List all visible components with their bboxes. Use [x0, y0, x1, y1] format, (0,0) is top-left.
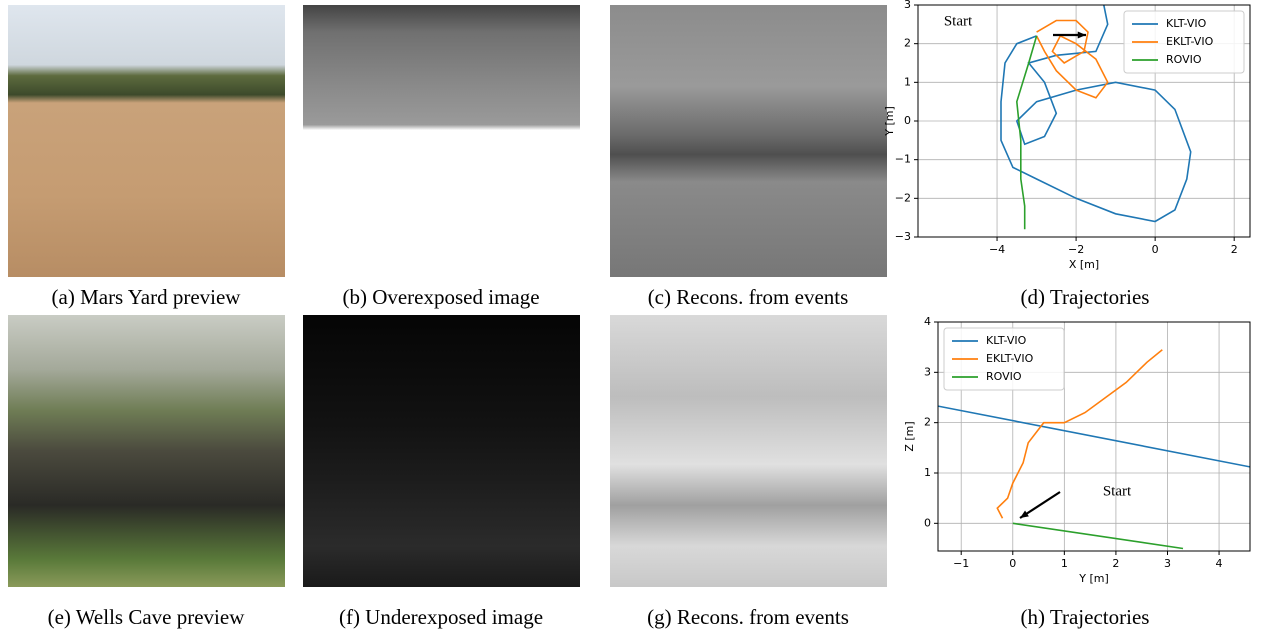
legend-label: EKLT-VIO — [1166, 35, 1214, 48]
trajectory-line — [938, 405, 1250, 468]
caption: (c) Recons. from events — [647, 285, 849, 309]
trajectory-line — [1000, 5, 1192, 223]
caption: (h) Trajectories — [1020, 605, 1150, 629]
x-tick-label: −2 — [1068, 243, 1084, 256]
x-tick-label: −4 — [989, 243, 1005, 256]
y-tick-label: −2 — [895, 191, 911, 204]
trajectory-line — [1035, 19, 1109, 99]
y-tick-label: 1 — [924, 466, 931, 479]
plot-frame — [917, 4, 1251, 238]
legend-label: KLT-VIO — [1166, 17, 1207, 30]
annotation: Start — [1103, 483, 1132, 499]
x-tick-label: 0 — [1009, 557, 1016, 570]
x-tick-label: 0 — [1152, 243, 1159, 256]
x-tick-label: 2 — [1112, 557, 1119, 570]
y-tick-label: 0 — [924, 516, 931, 529]
legend-box — [943, 327, 1065, 391]
y-axis-label: Y [m] — [883, 106, 896, 137]
legend-box — [1123, 10, 1245, 74]
y-tick-label: 1 — [904, 75, 911, 88]
y-tick-label: 3 — [904, 0, 911, 11]
legend-label: KLT-VIO — [986, 334, 1027, 347]
arrow-head — [1077, 31, 1086, 39]
y-tick-label: 2 — [904, 37, 911, 50]
arrow-head — [1020, 510, 1029, 518]
y-tick-label: −1 — [895, 153, 911, 166]
caption: (d) Trajectories — [1020, 285, 1150, 309]
photo — [610, 5, 887, 277]
photo — [303, 315, 580, 587]
x-tick-label: 3 — [1164, 557, 1171, 570]
plot-frame — [937, 321, 1251, 552]
legend-label: EKLT-VIO — [986, 352, 1034, 365]
x-tick-label: 2 — [1231, 243, 1238, 256]
caption: (g) Recons. from events — [647, 605, 849, 629]
x-tick-label: −1 — [953, 557, 969, 570]
x-tick-label: 1 — [1061, 557, 1068, 570]
x-axis-label: Y [m] — [1078, 572, 1109, 585]
trajectory-line — [996, 349, 1163, 519]
photo — [610, 315, 887, 587]
y-tick-label: 2 — [924, 416, 931, 429]
x-axis-label: X [m] — [1069, 258, 1099, 271]
y-tick-label: 4 — [924, 315, 931, 328]
y-axis-label: Z [m] — [903, 421, 916, 451]
caption: (e) Wells Cave preview — [47, 605, 245, 629]
y-tick-label: −3 — [895, 230, 911, 243]
photo — [303, 5, 580, 277]
photo — [8, 5, 285, 277]
y-tick-label: 3 — [924, 365, 931, 378]
y-tick-label: 0 — [904, 114, 911, 127]
caption: (a) Mars Yard preview — [51, 285, 241, 309]
trajectory-line — [1012, 522, 1184, 550]
trajectory-line — [1015, 35, 1038, 230]
legend-label: ROVIO — [1166, 53, 1202, 66]
caption: (b) Overexposed image — [342, 285, 540, 309]
annotation: Start — [944, 13, 973, 29]
legend-label: ROVIO — [986, 370, 1022, 383]
photo — [8, 315, 285, 587]
caption: (f) Underexposed image — [338, 605, 544, 629]
x-tick-label: 4 — [1216, 557, 1223, 570]
